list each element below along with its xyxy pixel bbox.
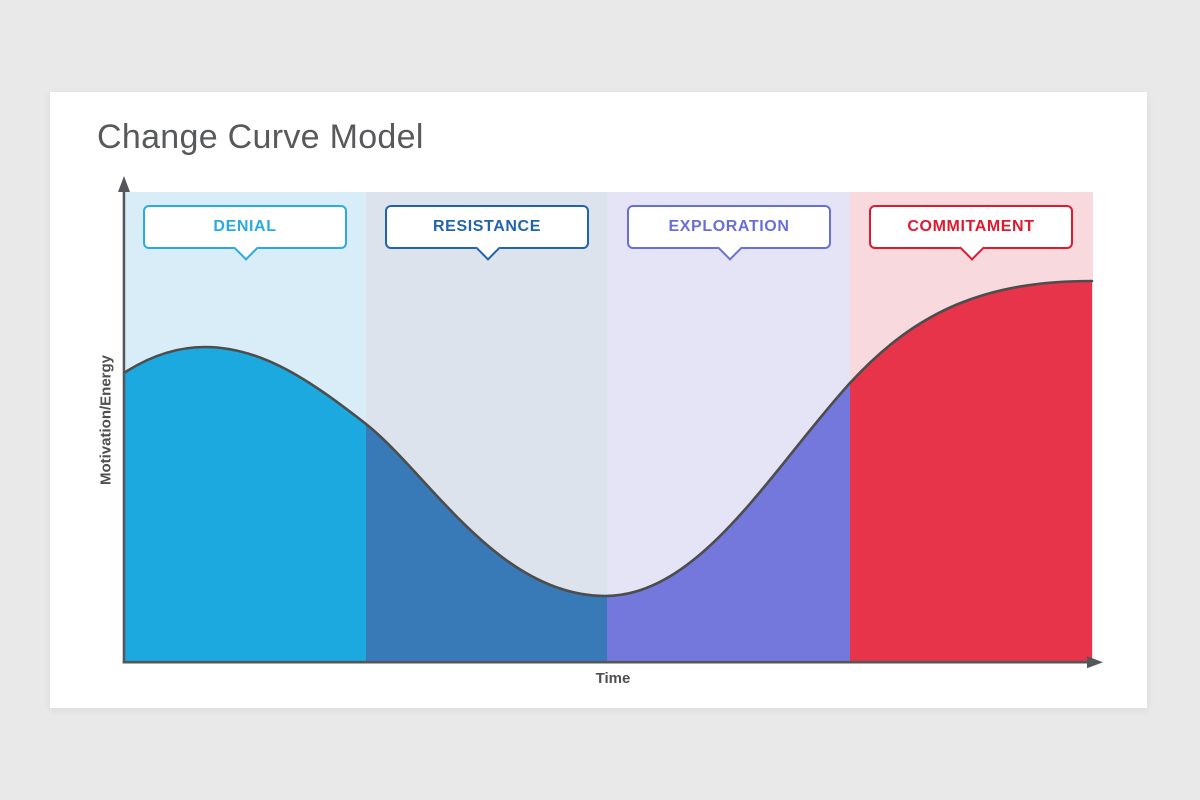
curve-areas — [124, 281, 1092, 662]
y-axis-arrow-icon — [118, 176, 130, 192]
x-axis-label: Time — [595, 670, 631, 687]
phase-label-text: EXPLORATION — [668, 218, 790, 235]
phase-label-denial: DENIAL — [143, 205, 347, 261]
phase-label-text: DENIAL — [213, 218, 277, 235]
x-axis-arrow-icon — [1087, 656, 1103, 669]
axes — [118, 176, 1103, 669]
y-axis-label: Motivation/Energy — [97, 354, 115, 486]
phase-label-text: RESISTANCE — [433, 218, 541, 235]
area-denial — [124, 347, 366, 662]
area-exploration — [607, 383, 850, 662]
phase-label-exploration: EXPLORATION — [627, 205, 831, 261]
phase-label-commitament: COMMITAMENT — [869, 205, 1073, 261]
area-commitament — [850, 281, 1092, 662]
curve-line — [122, 279, 1094, 598]
phase-label-resistance: RESISTANCE — [385, 205, 589, 261]
phase-label-text: COMMITAMENT — [907, 218, 1035, 235]
slide-title: Change Curve Model — [97, 118, 424, 156]
area-resistance — [366, 424, 607, 662]
